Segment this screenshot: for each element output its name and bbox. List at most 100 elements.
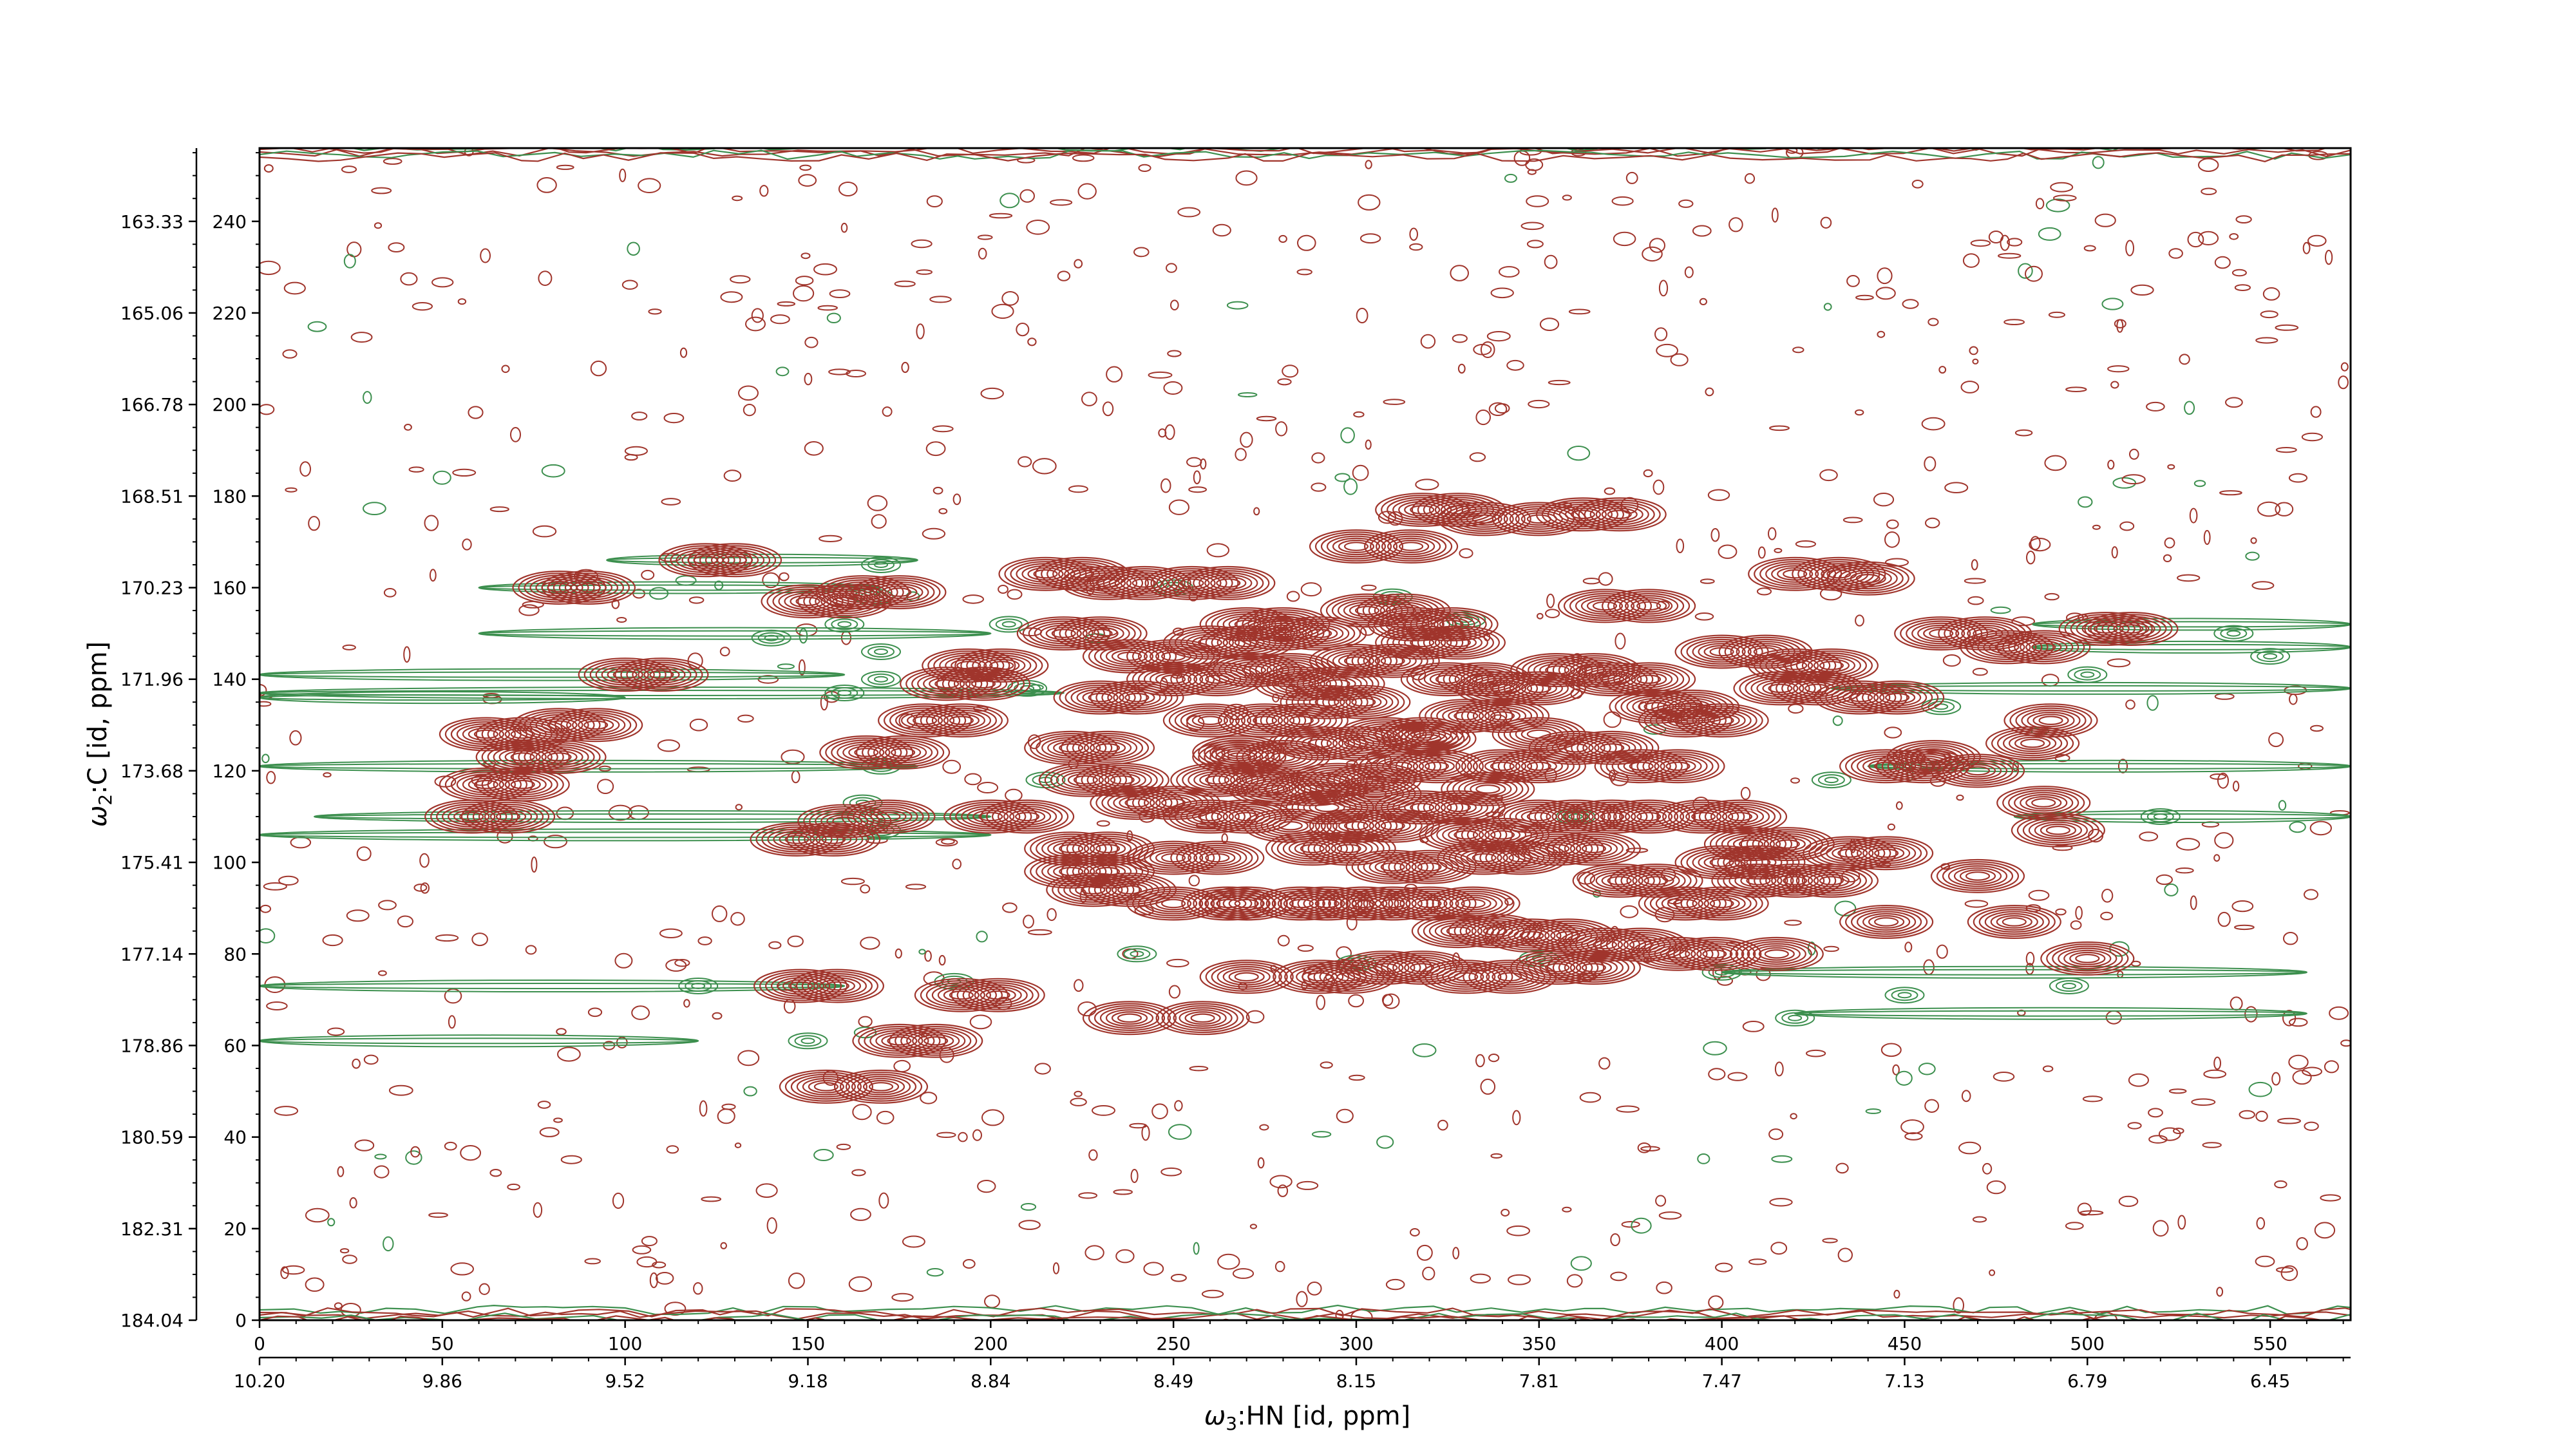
noise-contour: [2203, 529, 2211, 545]
noise-contour: [1832, 715, 1843, 726]
noise-contour: [1343, 478, 1358, 495]
negative-contour-ring: [2213, 625, 2254, 642]
positive-contour-ring: [1271, 893, 1331, 914]
edge-artifact-line: [260, 152, 2351, 162]
positive-contour-ring: [535, 748, 583, 766]
positive-contour-ring: [1657, 694, 1728, 720]
positive-peak: [1437, 662, 1531, 697]
positive-contour-ring: [1662, 801, 1745, 832]
positive-contour-ring: [864, 808, 913, 826]
positive-contour-ring: [1454, 668, 1514, 690]
positive-contour-ring: [1885, 692, 1910, 703]
positive-contour-ring: [722, 555, 748, 565]
positive-contour-ring: [1515, 808, 1563, 826]
noise-contour: [926, 1268, 944, 1277]
positive-contour-ring: [1466, 672, 1502, 687]
noise-contour: [260, 701, 272, 707]
positive-contour-ring: [857, 1077, 905, 1096]
positive-contour-ring: [1410, 802, 1435, 813]
positive-contour-ring: [1265, 617, 1302, 631]
positive-contour-ring: [1703, 827, 1799, 862]
positive-contour-ring: [1199, 960, 1294, 994]
positive-contour-ring: [1984, 911, 2044, 933]
noise-contour: [1855, 409, 1864, 416]
positive-contour-ring: [1376, 757, 1425, 775]
x-ppm-tick-label: 6.45: [2250, 1370, 2290, 1392]
noise-contour: [1769, 1198, 1793, 1207]
noise-contour: [1420, 334, 1436, 349]
negative-peak: [1811, 772, 1852, 789]
positive-contour-ring: [1073, 775, 1099, 785]
positive-contour-ring: [1215, 743, 1264, 762]
noise-contour: [2158, 1127, 2181, 1141]
positive-contour-ring: [997, 806, 1057, 828]
positive-peak: [1839, 904, 1934, 939]
positive-contour-ring: [1059, 682, 1142, 713]
positive-contour-ring: [864, 1028, 935, 1054]
noise-contour: [1579, 1092, 1602, 1103]
x-index-tick-label: 100: [608, 1333, 642, 1354]
positive-contour-ring: [512, 708, 607, 743]
positive-contour-ring: [1182, 844, 1253, 871]
noise-contour: [1884, 726, 1902, 739]
positive-contour-ring: [989, 661, 1014, 670]
noise-contour: [1452, 1247, 1460, 1260]
noise-contour: [1792, 346, 1804, 354]
positive-contour-ring: [643, 668, 680, 682]
positive-contour-ring: [1983, 638, 2031, 656]
noise-contour: [1865, 1108, 1882, 1114]
noise-contour: [935, 838, 958, 847]
positive-contour-ring: [1082, 873, 1177, 907]
positive-contour-ring: [1325, 839, 1373, 858]
negative-contour-ring: [1001, 621, 1016, 628]
negative-streak: [1794, 1007, 2307, 1020]
positive-contour-ring: [1191, 714, 1229, 728]
positive-contour-ring: [1868, 914, 1905, 929]
positive-contour-ring: [1856, 682, 1939, 713]
positive-contour-ring: [1740, 827, 1835, 862]
positive-contour-ring: [1273, 726, 1367, 761]
positive-contour-ring: [2008, 634, 2079, 661]
positive-contour-ring: [1589, 503, 1649, 526]
positive-contour-ring: [1393, 539, 1430, 553]
noise-contour: [339, 1248, 350, 1254]
positive-contour-ring: [951, 978, 1045, 1012]
positive-peak: [424, 799, 519, 834]
noise-contour: [989, 213, 1013, 219]
noise-contour: [1656, 343, 1679, 357]
positive-contour-ring: [1613, 592, 1685, 620]
negative-contour-ring: [867, 559, 895, 571]
noise-contour: [1771, 207, 1779, 223]
noise-contour: [1771, 1155, 1793, 1163]
noise-contour: [840, 222, 848, 233]
positive-contour-ring: [2096, 616, 2167, 642]
positive-contour-ring: [1696, 947, 1733, 961]
negative-contour-ring: [2220, 627, 2248, 639]
noise-contour: [2107, 365, 2130, 373]
noise-contour: [2179, 354, 2190, 365]
positive-contour-ring: [1205, 961, 1288, 992]
positive-contour-ring: [1365, 753, 1436, 779]
positive-contour-ring: [1819, 661, 1844, 670]
positive-contour-ring: [1059, 844, 1084, 853]
positive-contour-ring: [861, 737, 945, 768]
positive-contour-ring: [1082, 627, 1119, 641]
positive-contour-ring: [1509, 723, 1569, 745]
positive-contour-ring: [1132, 842, 1215, 873]
positive-contour-ring: [1632, 871, 1680, 890]
positive-contour-ring: [1417, 898, 1442, 909]
noise-contour: [1016, 323, 1030, 337]
negative-peak: [2250, 648, 2291, 665]
noise-contour: [1081, 392, 1097, 406]
noise-contour: [1160, 1167, 1182, 1177]
noise-contour: [721, 1103, 736, 1110]
noise-contour: [719, 647, 730, 657]
positive-contour-ring: [1545, 963, 1570, 972]
positive-contour-ring: [2025, 796, 2062, 810]
noise-contour: [388, 242, 405, 253]
x-index-tick-label: 450: [1888, 1333, 1922, 1354]
positive-contour-ring: [889, 1023, 983, 1058]
noise-contour: [1526, 240, 1544, 249]
noise-contour: [461, 1291, 471, 1302]
noise-contour: [2338, 375, 2349, 390]
